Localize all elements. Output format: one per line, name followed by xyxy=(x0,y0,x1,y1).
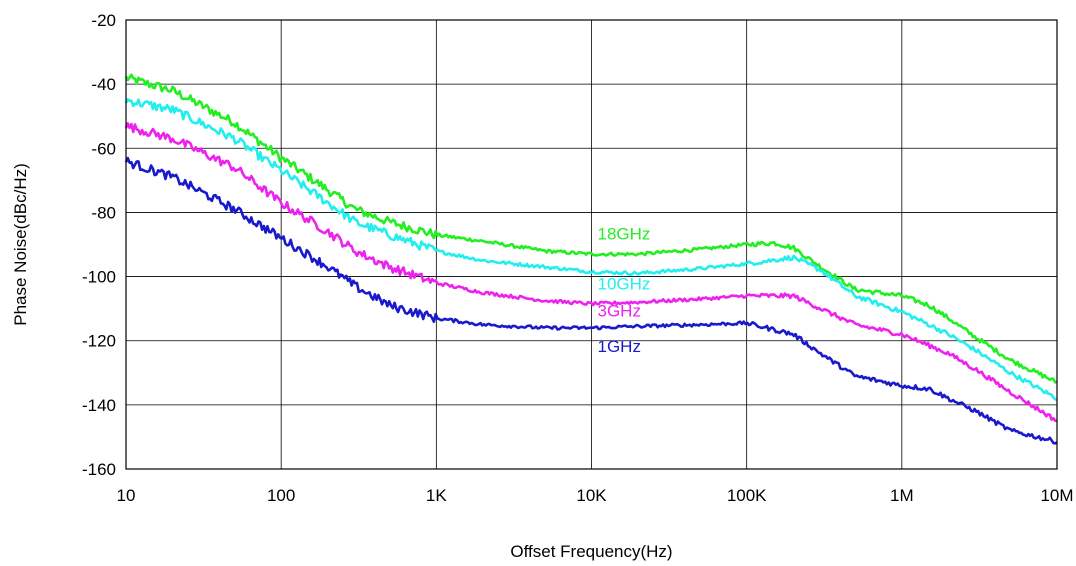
series-line-3ghz xyxy=(124,122,1058,423)
x-axis-label: Offset Frequency(Hz) xyxy=(510,542,672,561)
x-tick-label: 100 xyxy=(267,486,295,505)
x-tick-label: 10M xyxy=(1040,486,1073,505)
plot-frame xyxy=(125,19,1058,470)
x-tick-label: 1M xyxy=(890,486,914,505)
x-tick-labels: 10 100 1K 10K 100K 1M 10M xyxy=(117,486,1074,505)
x-tick-label: 10K xyxy=(576,486,607,505)
y-tick-label: -100 xyxy=(82,268,116,287)
series-line-10ghz xyxy=(124,98,1058,402)
series-label-10ghz: 10GHz xyxy=(598,274,651,293)
series-label-3ghz: 3GHz xyxy=(598,302,641,321)
x-tick-label: 100K xyxy=(727,486,767,505)
y-tick-label: -120 xyxy=(82,332,116,351)
series-layer xyxy=(124,73,1058,445)
y-tick-label: -40 xyxy=(91,75,116,94)
y-tick-label: -80 xyxy=(91,203,116,222)
series-label-1ghz: 1GHz xyxy=(598,337,641,356)
y-tick-label: -140 xyxy=(82,396,116,415)
y-axis-label: Phase Noise(dBc/Hz) xyxy=(11,163,30,326)
x-tick-label: 10 xyxy=(117,486,136,505)
y-tick-label: -60 xyxy=(91,139,116,158)
series-line-1ghz xyxy=(124,156,1058,445)
x-tick-label: 1K xyxy=(426,486,447,505)
y-tick-labels: -20 -40 -60 -80 -100 -120 -140 -160 xyxy=(82,11,116,479)
y-tick-label: -160 xyxy=(82,460,116,479)
grid-layer xyxy=(125,19,1058,470)
series-line-18ghz xyxy=(124,73,1058,384)
y-tick-label: -20 xyxy=(91,11,116,30)
label-layer: 18GHz 10GHz 3GHz 1GHz xyxy=(598,225,651,356)
series-label-18ghz: 18GHz xyxy=(598,225,651,244)
